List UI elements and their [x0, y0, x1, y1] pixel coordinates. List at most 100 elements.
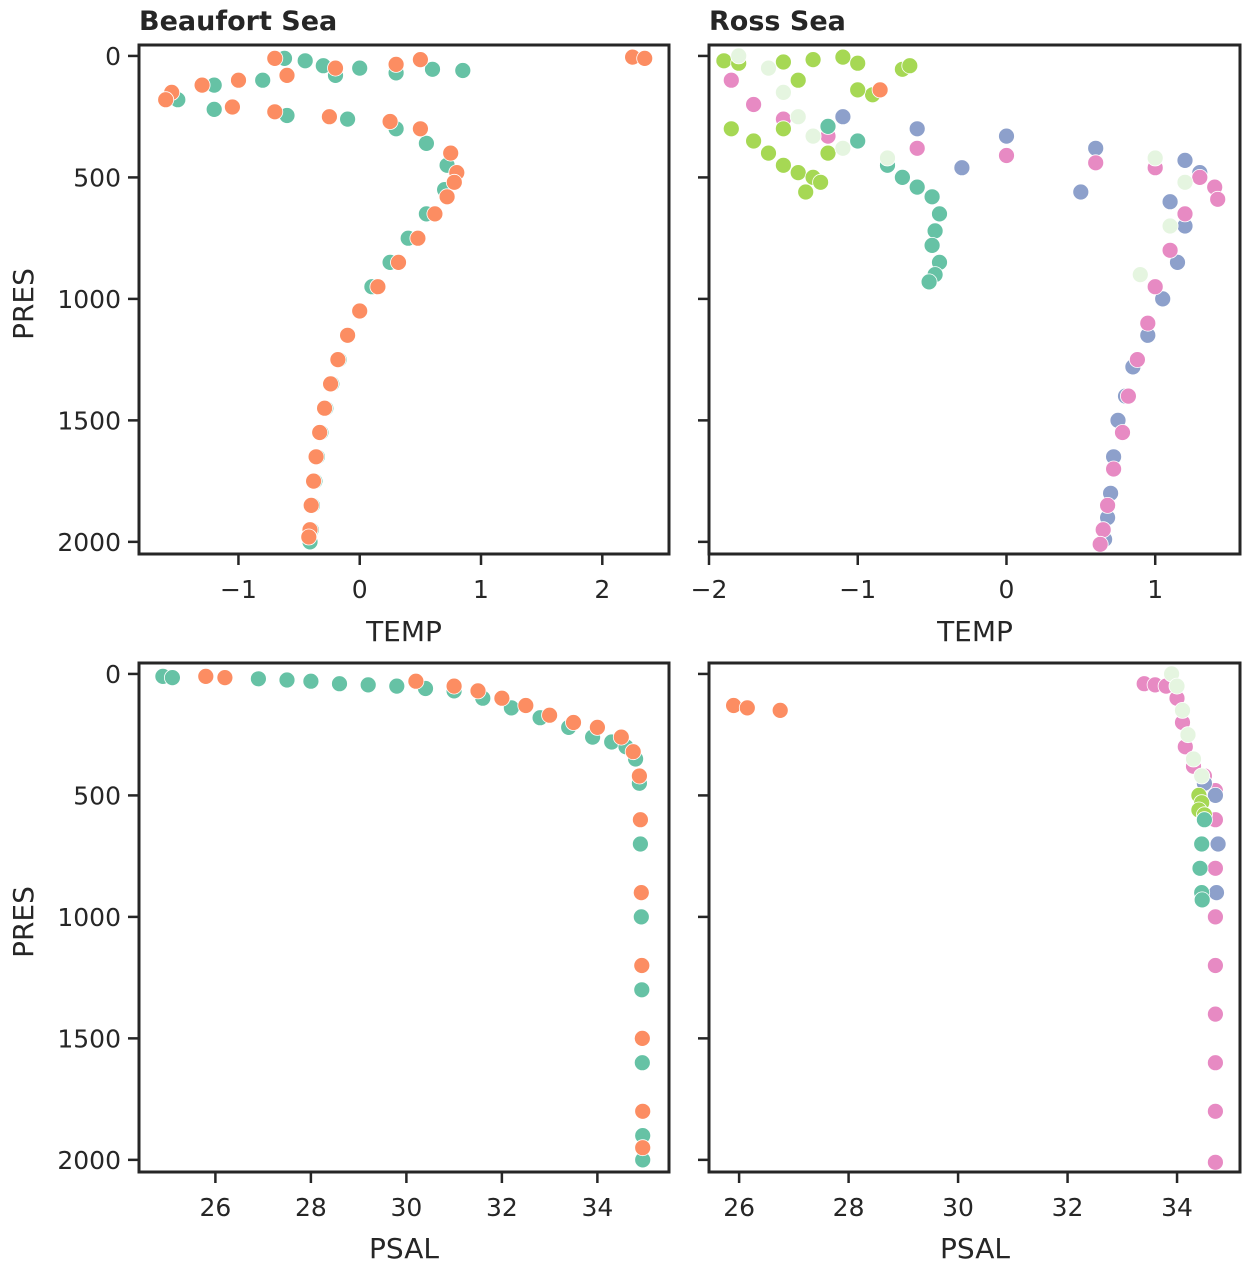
data-point — [1207, 1005, 1224, 1023]
data-point — [923, 236, 941, 254]
data-point — [445, 677, 463, 695]
data-point — [738, 699, 756, 717]
data-point — [632, 884, 650, 901]
x-axis-label: TEMP — [936, 615, 1013, 648]
data-point — [1207, 1153, 1224, 1171]
x-tick-label: 26 — [723, 1193, 755, 1222]
data-point — [834, 108, 852, 126]
data-point — [1193, 891, 1211, 909]
data-point — [632, 811, 649, 829]
x-tick-label: −1 — [220, 575, 257, 604]
data-point — [407, 672, 425, 690]
data-point — [411, 120, 429, 138]
x-tick-label: 32 — [1052, 1193, 1084, 1222]
data-point — [812, 173, 829, 191]
markers — [157, 48, 654, 551]
panel-beaufort-temp: Beaufort Sea TEMP PRES −1 0 1 2 0 500 1000 1500… — [7, 6, 671, 648]
x-tick-label: 26 — [199, 1193, 231, 1222]
data-point — [1193, 835, 1211, 853]
data-point — [849, 132, 867, 150]
data-point — [1207, 957, 1224, 974]
data-point — [205, 101, 223, 118]
data-point — [216, 669, 234, 686]
x-tick-label: 30 — [942, 1193, 974, 1222]
data-point — [1209, 835, 1227, 853]
data-point — [223, 98, 241, 116]
data-point — [834, 48, 852, 66]
data-point — [351, 302, 369, 320]
data-point — [908, 178, 926, 196]
data-point — [1146, 278, 1164, 296]
data-point — [1072, 183, 1090, 201]
x-tick-label: 34 — [581, 1193, 613, 1222]
data-point — [1154, 290, 1172, 308]
data-point — [931, 205, 948, 223]
data-point — [1191, 168, 1209, 186]
data-point — [320, 108, 338, 126]
markers — [154, 668, 652, 1169]
data-point — [789, 71, 807, 89]
data-point — [302, 496, 320, 514]
data-point — [1168, 677, 1186, 695]
markers — [725, 665, 1227, 1171]
data-point — [722, 120, 740, 138]
data-point — [1161, 217, 1179, 235]
panel-ross-psal: PSAL 26 28 30 32 34 — [698, 661, 1242, 1265]
data-point — [193, 76, 211, 94]
data-point — [804, 127, 822, 145]
data-point — [327, 59, 344, 77]
data-point — [302, 672, 320, 690]
data-point — [351, 59, 369, 77]
x-tick-label: −2 — [691, 575, 728, 604]
data-point — [1129, 351, 1146, 369]
x-tick-label: 34 — [1161, 1193, 1193, 1222]
data-point — [819, 118, 837, 135]
data-point — [1207, 1054, 1224, 1072]
data-point — [634, 1139, 652, 1157]
data-point — [631, 767, 648, 785]
data-point — [775, 120, 792, 138]
data-point — [541, 706, 558, 724]
data-point — [871, 81, 889, 99]
data-point — [760, 144, 777, 162]
data-point — [926, 222, 944, 240]
data-point — [359, 676, 377, 694]
panel-title: Ross Sea — [709, 6, 846, 37]
panel-ross-temp: Ross Sea TEMP −2 −1 0 1 — [691, 6, 1242, 648]
data-point — [390, 253, 407, 271]
data-point — [339, 326, 357, 344]
x-tick-label: 0 — [999, 575, 1015, 604]
data-point — [804, 51, 822, 68]
data-point — [715, 52, 733, 70]
data-point — [469, 682, 487, 700]
data-point — [775, 84, 792, 101]
data-point — [278, 671, 296, 689]
data-point — [633, 981, 651, 999]
y-tick-label: 500 — [73, 781, 121, 810]
data-point — [725, 697, 742, 714]
data-point — [612, 728, 630, 746]
y-tick-label: 1500 — [57, 1024, 121, 1053]
data-point — [517, 697, 535, 714]
x-axis-label: PSAL — [369, 1232, 439, 1265]
data-point — [775, 156, 792, 174]
data-point — [1087, 154, 1105, 172]
data-point — [1094, 521, 1112, 539]
x-tick-label: −1 — [839, 575, 876, 604]
data-point — [901, 57, 919, 75]
panel-beaufort-psal: PSAL PRES 26 28 30 32 34 0 500 1000 1500 2000 — [7, 660, 671, 1265]
data-point — [1099, 496, 1116, 514]
data-point — [1120, 387, 1137, 405]
data-point — [1161, 193, 1179, 211]
axes-frame — [137, 43, 671, 556]
x-tick-label: 0 — [352, 575, 368, 604]
axes-frame — [707, 661, 1242, 1174]
y-tick-label: 2000 — [57, 528, 121, 557]
data-point — [1208, 884, 1225, 901]
data-point — [633, 1054, 651, 1072]
x-tick-label: 1 — [473, 575, 489, 604]
data-point — [633, 957, 651, 974]
data-point — [411, 51, 429, 68]
data-point — [388, 677, 406, 695]
